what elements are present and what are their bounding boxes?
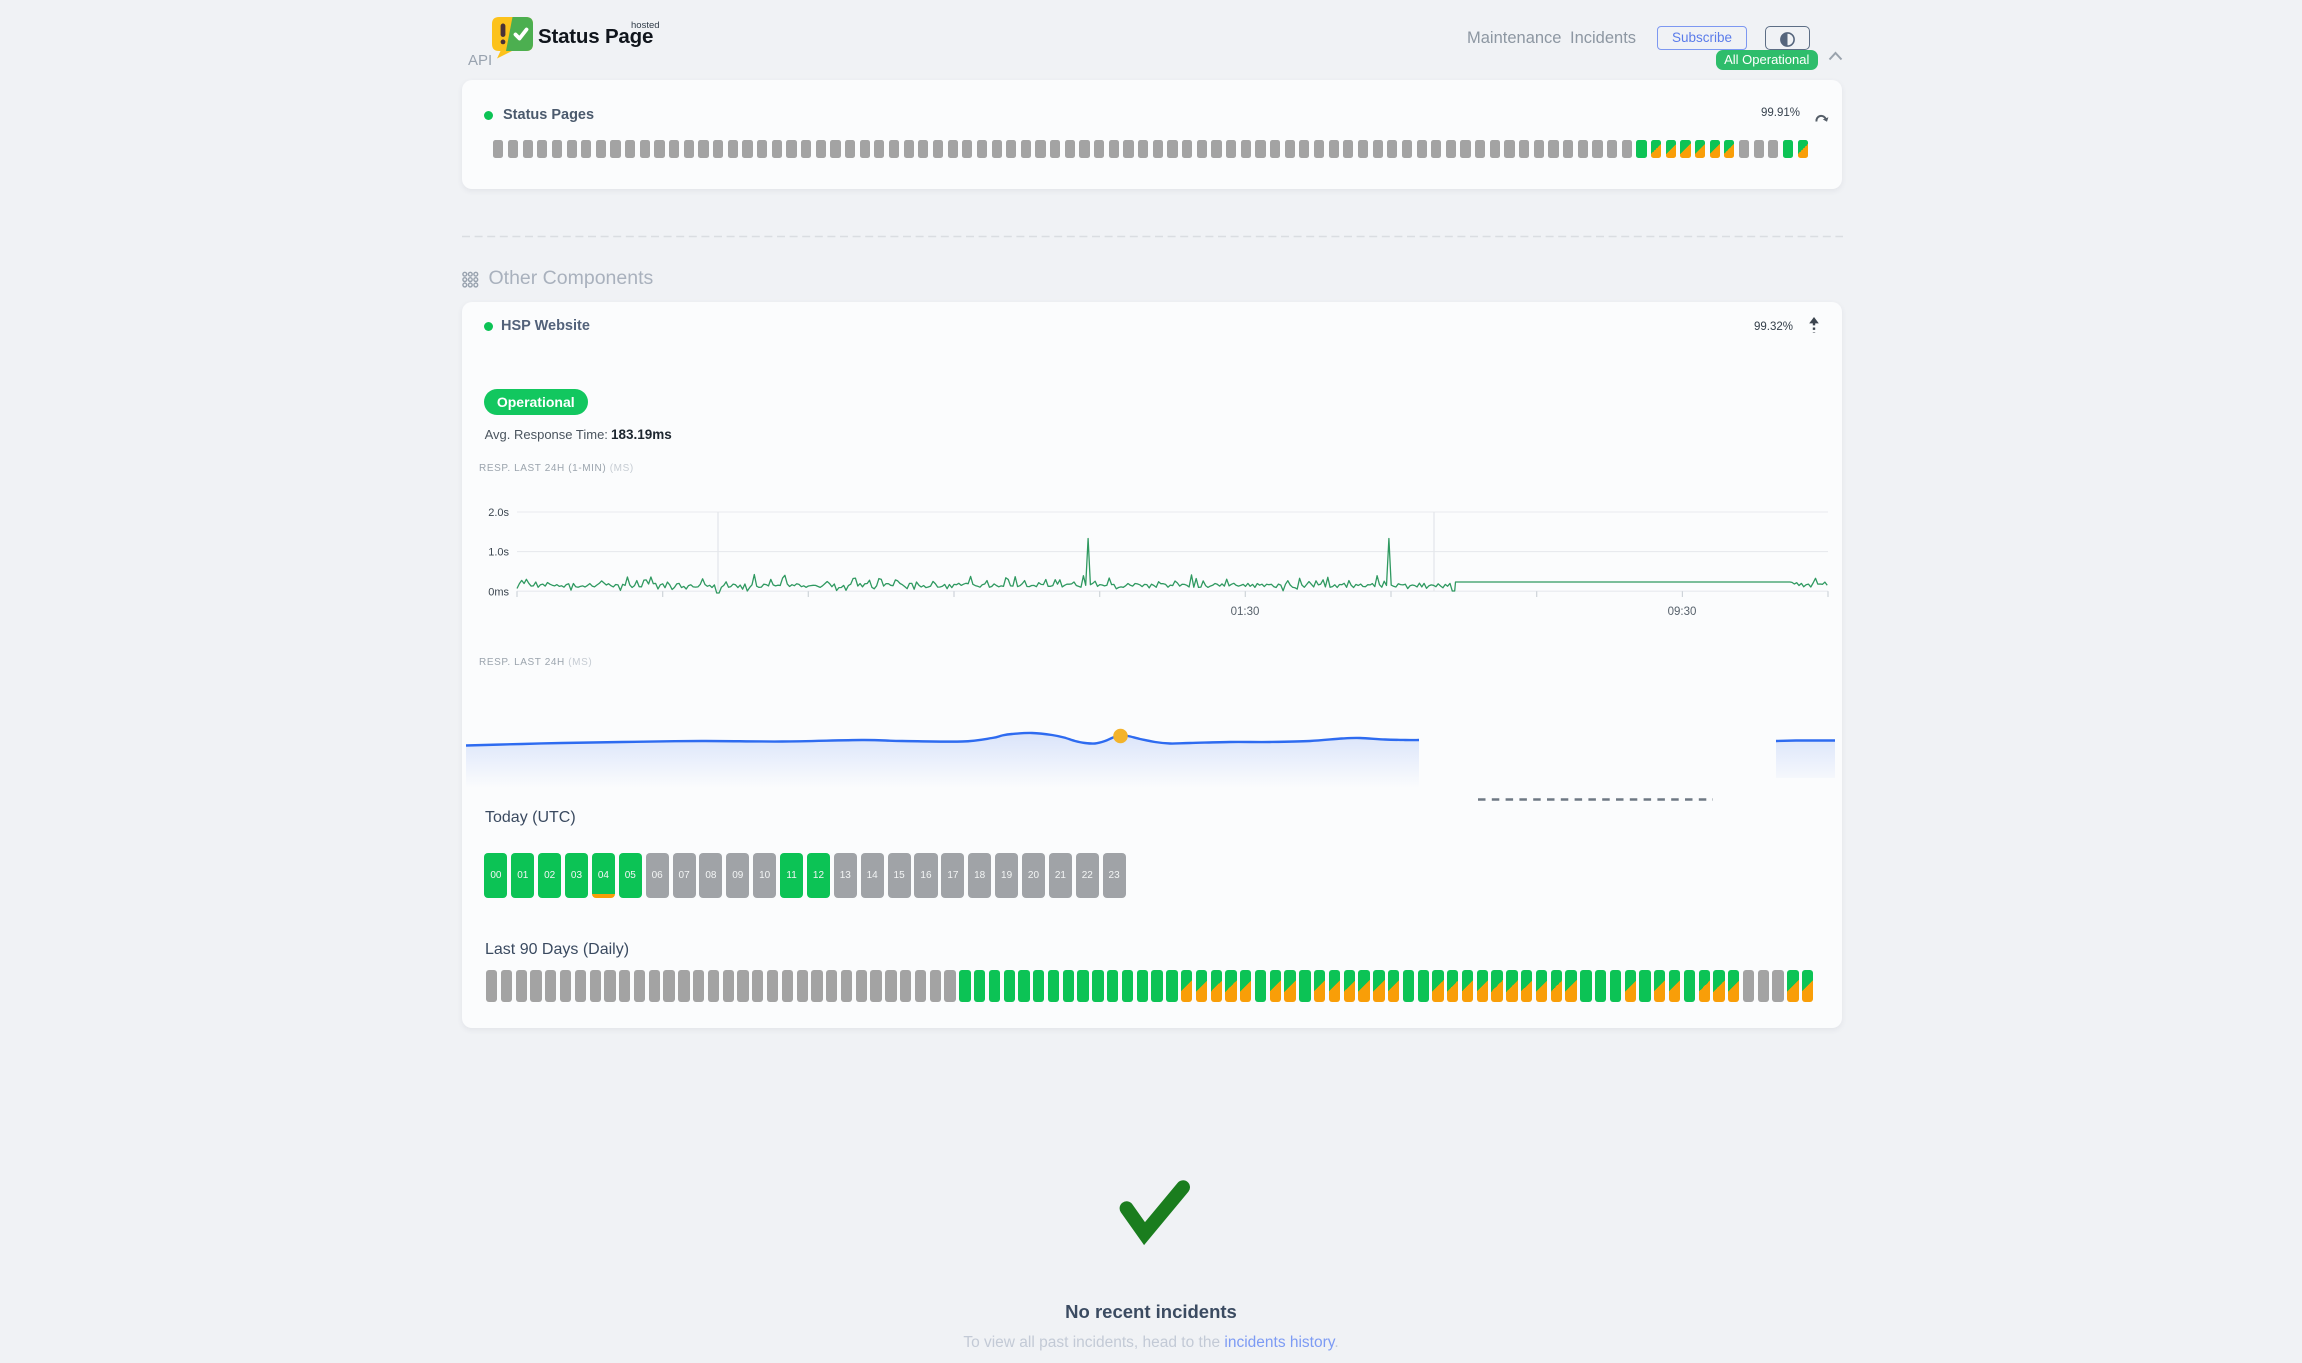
svg-text:2.0s: 2.0s [488,507,509,519]
svg-text:0ms: 0ms [488,587,509,599]
svg-text:01:30: 01:30 [1231,606,1260,618]
svg-text:1.0s: 1.0s [488,547,509,559]
svg-text:09:30: 09:30 [1668,606,1697,618]
